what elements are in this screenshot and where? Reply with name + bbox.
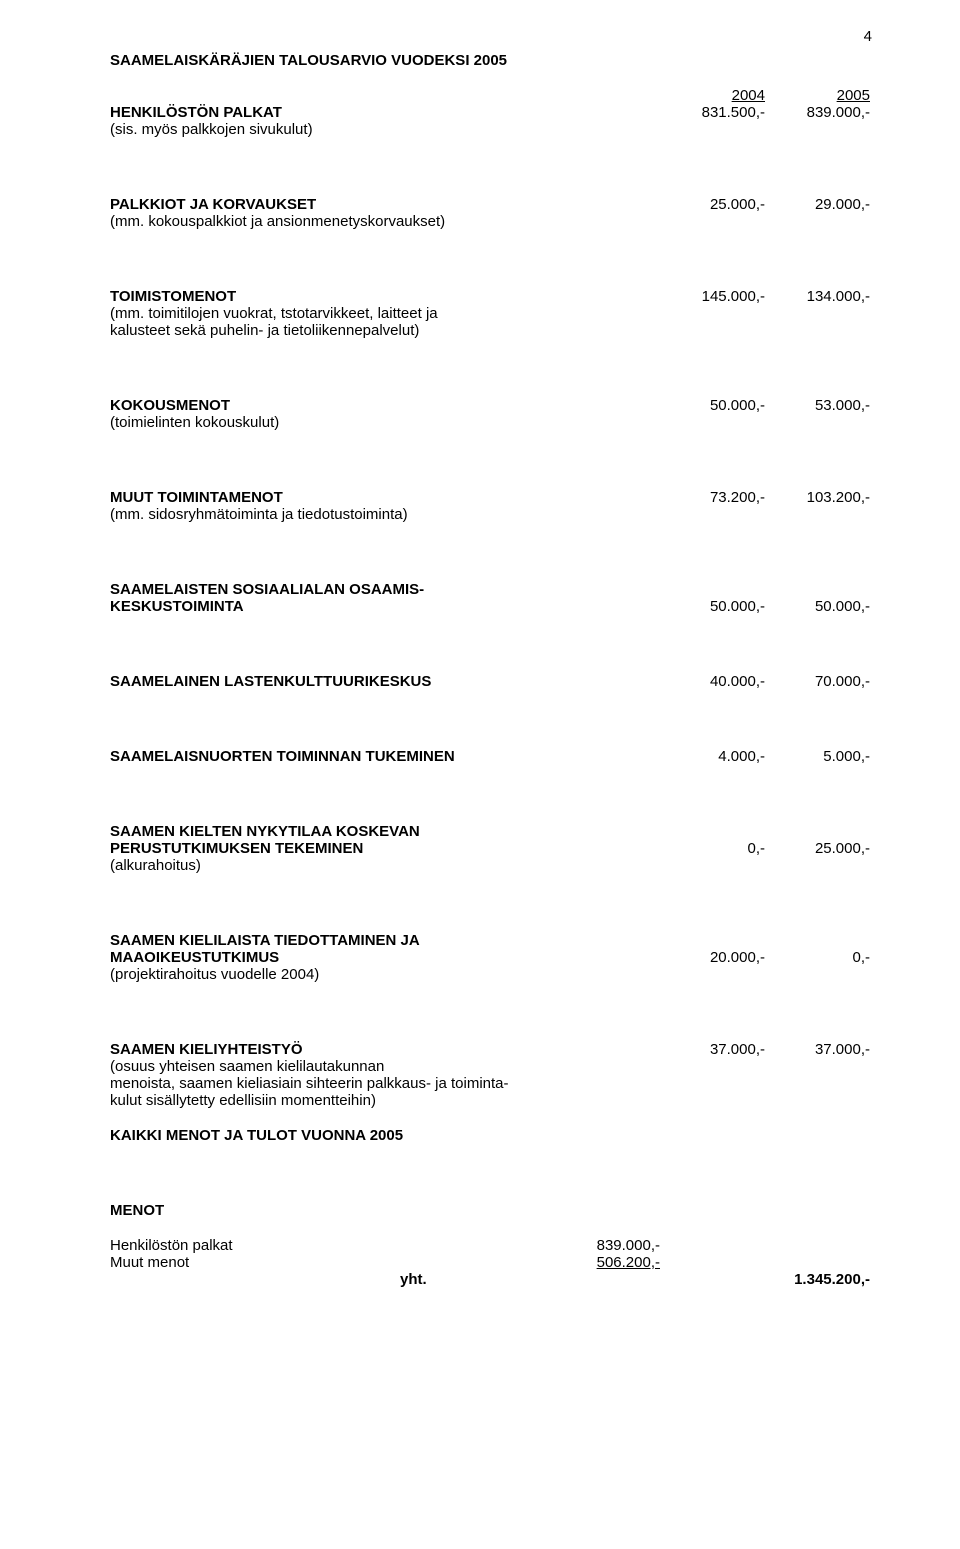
item-label: KESKUSTOIMINTA [110, 598, 660, 615]
item-value-2005: 53.000,- [765, 397, 870, 414]
item-sublabel: (osuus yhteisen saamen kielilautakunnan [110, 1058, 870, 1075]
year-head-2005: 2005 [765, 87, 870, 104]
item-value-2005: 0,- [765, 949, 870, 966]
item-value-2005: 50.000,- [765, 598, 870, 615]
menot-heading: MENOT [110, 1202, 870, 1219]
item-value-2004: 37.000,- [660, 1041, 765, 1058]
total-value: 1.345.200,- [700, 1271, 870, 1288]
item-label: TOIMISTOMENOT [110, 288, 660, 305]
menot-value: 839.000,- [490, 1237, 660, 1254]
total-label: yht. [400, 1271, 700, 1288]
item-sublabel: kalusteet sekä puhelin- ja tietoliikenne… [110, 322, 870, 339]
item-label: MAAOIKEUSTUTKIMUS [110, 949, 660, 966]
item-value-2005: 70.000,- [765, 673, 870, 690]
item-value-2005: 134.000,- [765, 288, 870, 305]
item-label: PALKKIOT JA KORVAUKSET [110, 196, 660, 213]
all-heading: KAIKKI MENOT JA TULOT VUONNA 2005 [110, 1127, 870, 1144]
item-value-2004: 4.000,- [660, 748, 765, 765]
item-value-2004: 145.000,- [660, 288, 765, 305]
item-label: SAAMEN KIELTEN NYKYTILAA KOSKEVAN [110, 823, 870, 840]
item-value-2005: 25.000,- [765, 840, 870, 857]
item-label: SAAMEN KIELIYHTEISTYÖ [110, 1041, 660, 1058]
item-value-2005: 29.000,- [765, 196, 870, 213]
item-sublabel: (alkurahoitus) [110, 857, 870, 874]
item-value-2004: 40.000,- [660, 673, 765, 690]
item-label: SAAMEN KIELILAISTA TIEDOTTAMINEN JA [110, 932, 870, 949]
item-value-2004: 50.000,- [660, 397, 765, 414]
item-value-2004: 73.200,- [660, 489, 765, 506]
item-sublabel: (mm. kokouspalkkiot ja ansionmenetyskorv… [110, 213, 870, 230]
item-value-2004: 25.000,- [660, 196, 765, 213]
item-value-2005: 37.000,- [765, 1041, 870, 1058]
item-value-2005: 103.200,- [765, 489, 870, 506]
item-sublabel: kulut sisällytetty edellisiin momentteih… [110, 1092, 870, 1109]
item-sublabel: (mm. sidosryhmätoiminta ja tiedotustoimi… [110, 506, 870, 523]
menot-label: Muut menot [110, 1254, 490, 1271]
year-head-2004: 2004 [660, 87, 765, 104]
page-number: 4 [864, 28, 872, 45]
item-label: PERUSTUTKIMUKSEN TEKEMINEN [110, 840, 660, 857]
item-value-2004: 831.500,- [660, 104, 765, 121]
item-label: MUUT TOIMINTAMENOT [110, 489, 660, 506]
menot-value: 506.200,- [490, 1254, 660, 1271]
item-sublabel: (sis. myös palkkojen sivukulut) [110, 121, 870, 138]
item-sublabel: (projektirahoitus vuodelle 2004) [110, 966, 870, 983]
item-label: SAAMELAISNUORTEN TOIMINNAN TUKEMINEN [110, 748, 660, 765]
item-label: SAAMELAINEN LASTENKULTTUURIKESKUS [110, 673, 660, 690]
item-sublabel: (toimielinten kokouskulut) [110, 414, 870, 431]
item-value-2004: 20.000,- [660, 949, 765, 966]
item-value-2005: 839.000,- [765, 104, 870, 121]
item-label: SAAMELAISTEN SOSIAALIALAN OSAAMIS- [110, 581, 870, 598]
item-value-2005: 5.000,- [765, 748, 870, 765]
item-label: HENKILÖSTÖN PALKAT [110, 104, 660, 121]
document-title: SAAMELAISKÄRÄJIEN TALOUSARVIO VUODEKSI 2… [110, 52, 870, 69]
item-label: KOKOUSMENOT [110, 397, 660, 414]
item-sublabel: (mm. toimitilojen vuokrat, tstotarvikkee… [110, 305, 870, 322]
menot-label: Henkilöstön palkat [110, 1237, 490, 1254]
item-value-2004: 0,- [660, 840, 765, 857]
item-value-2004: 50.000,- [660, 598, 765, 615]
item-sublabel: menoista, saamen kieliasiain sihteerin p… [110, 1075, 870, 1092]
